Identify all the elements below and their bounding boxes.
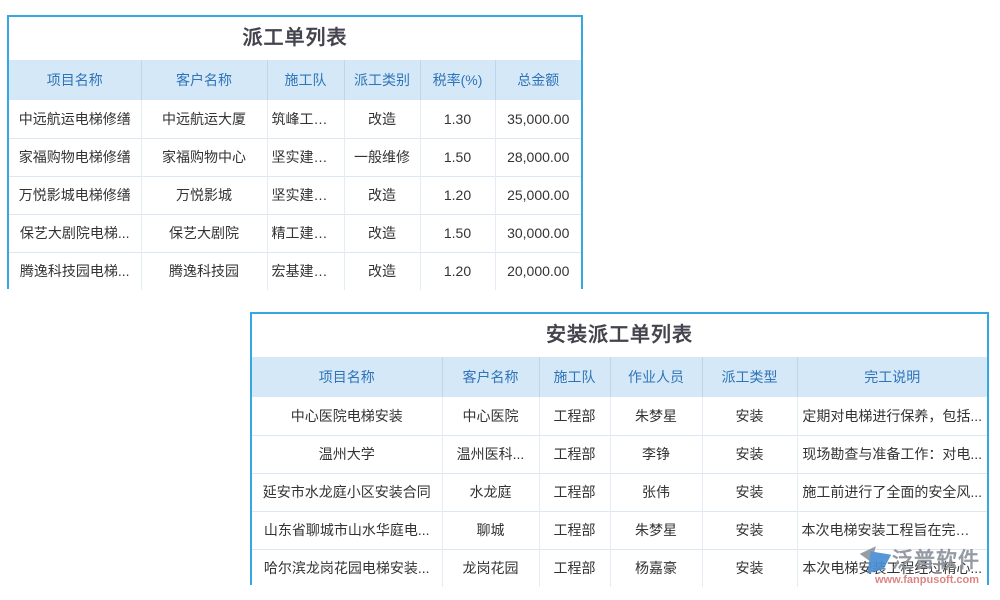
table-cell: 杨嘉豪 bbox=[609, 548, 702, 587]
column-header: 税率(%) bbox=[419, 60, 495, 100]
table-cell: 定期对电梯进行保养，包括... bbox=[796, 397, 987, 435]
table-cell: 宏基建设队 bbox=[266, 251, 344, 290]
table-row: 保艺大剧院电梯... 保艺大剧院 精工建设联 改造 1.50 30,000.00 bbox=[9, 213, 581, 252]
table-cell: 改造 bbox=[343, 251, 420, 290]
table-cell: 坚实建设班 bbox=[266, 175, 344, 214]
table-cell: 万悦影城电梯修缮 bbox=[9, 175, 141, 214]
install-dispatch-list-card: 安装派工单列表 项目名称 客户名称 施工队 作业人员 派工类型 完工说明 中心医院电梯安装… bbox=[250, 312, 989, 587]
column-header: 派工类型 bbox=[701, 357, 797, 397]
install-dispatch-list-title: 安装派工单列表 bbox=[252, 314, 987, 357]
table-cell: 保艺大剧院电梯... bbox=[9, 213, 141, 252]
table-cell: 20,000.00 bbox=[494, 251, 581, 290]
table-cell: 腾逸科技园电梯... bbox=[9, 251, 141, 290]
table-cell: 家福购物电梯修缮 bbox=[9, 137, 141, 176]
table-cell: 安装 bbox=[701, 510, 797, 549]
table-row: 哈尔滨龙岗花园电梯安装... 龙岗花园 工程部 杨嘉豪 安装 本次电梯安装工程经过精心..… bbox=[252, 548, 987, 587]
table-cell: 朱梦星 bbox=[609, 397, 702, 435]
table-row: 家福购物电梯修缮 家福购物中心 坚实建设班 一般维修 1.50 28,000.00 bbox=[9, 137, 581, 176]
table-cell: 水龙庭 bbox=[441, 472, 539, 511]
table-cell: 坚实建设班 bbox=[266, 137, 344, 176]
table-cell: 施工前进行了全面的安全风... bbox=[796, 472, 987, 511]
table-cell: 改造 bbox=[343, 100, 420, 138]
table-cell: 中远航运大厦 bbox=[140, 100, 267, 138]
table-cell: 安装 bbox=[701, 548, 797, 587]
table-cell: 1.30 bbox=[419, 100, 495, 138]
column-header: 客户名称 bbox=[441, 357, 539, 397]
table-cell: 1.50 bbox=[419, 137, 495, 176]
table-row: 中心医院电梯安装 中心医院 工程部 朱梦星 安装 定期对电梯进行保养，包括... bbox=[252, 397, 987, 435]
table-cell: 本次电梯安装工程旨在完成[... bbox=[796, 510, 987, 549]
table-cell: 30,000.00 bbox=[494, 213, 581, 252]
table-cell: 万悦影城 bbox=[140, 175, 267, 214]
table-cell: 朱梦星 bbox=[609, 510, 702, 549]
table-cell: 保艺大剧院 bbox=[140, 213, 267, 252]
column-header: 总金额 bbox=[494, 60, 581, 100]
table-cell: 改造 bbox=[343, 175, 420, 214]
table-cell: 温州医科... bbox=[441, 434, 539, 473]
table-cell: 工程部 bbox=[538, 510, 610, 549]
table-row: 腾逸科技园电梯... 腾逸科技园 宏基建设队 改造 1.20 20,000.00 bbox=[9, 251, 581, 290]
table-cell: 中远航运电梯修缮 bbox=[9, 100, 141, 138]
table-cell: 安装 bbox=[701, 472, 797, 511]
table-row: 万悦影城电梯修缮 万悦影城 坚实建设班 改造 1.20 25,000.00 bbox=[9, 175, 581, 214]
table-cell: 1.20 bbox=[419, 251, 495, 290]
table-cell: 工程部 bbox=[538, 434, 610, 473]
column-header: 派工类别 bbox=[343, 60, 420, 100]
table-row: 山东省聊城市山水华庭电... 聊城 工程部 朱梦星 安装 本次电梯安装工程旨在完成[... bbox=[252, 510, 987, 549]
table-row: 延安市水龙庭小区安装合同 水龙庭 工程部 张伟 安装 施工前进行了全面的安全风... bbox=[252, 472, 987, 511]
project-link[interactable]: 山东省聊城市山水华庭电... bbox=[252, 510, 442, 549]
column-header: 施工队 bbox=[266, 60, 344, 100]
column-header: 完工说明 bbox=[796, 357, 987, 397]
table-cell: 家福购物中心 bbox=[140, 137, 267, 176]
column-header: 客户名称 bbox=[140, 60, 267, 100]
column-header: 作业人员 bbox=[609, 357, 702, 397]
table-cell: 张伟 bbox=[609, 472, 702, 511]
table-cell: 28,000.00 bbox=[494, 137, 581, 176]
table-cell: 工程部 bbox=[538, 397, 610, 435]
table-cell: 聊城 bbox=[441, 510, 539, 549]
table-cell: 1.20 bbox=[419, 175, 495, 214]
install-dispatch-table-body: 中心医院电梯安装 中心医院 工程部 朱梦星 安装 定期对电梯进行保养，包括... 温州大学温… bbox=[252, 397, 987, 587]
column-header: 项目名称 bbox=[252, 357, 442, 397]
install-dispatch-table: 项目名称 客户名称 施工队 作业人员 派工类型 完工说明 中心医院电梯安装 中心医院 工程部朱… bbox=[252, 357, 987, 587]
table-cell: 安装 bbox=[701, 434, 797, 473]
project-link[interactable]: 中心医院电梯安装 bbox=[252, 397, 442, 435]
header-row: 项目名称 客户名称 施工队 派工类别 税率(%) 总金额 bbox=[9, 60, 581, 100]
table-cell: 现场勘查与准备工作：对电... bbox=[796, 434, 987, 473]
project-link[interactable]: 温州大学 bbox=[252, 434, 442, 473]
table-cell: 腾逸科技园 bbox=[140, 251, 267, 290]
table-cell: 李铮 bbox=[609, 434, 702, 473]
table-row: 中远航运电梯修缮 中远航运大厦 筑峰工程营 改造 1.30 35,000.00 bbox=[9, 100, 581, 138]
table-cell: 中心医院 bbox=[441, 397, 539, 435]
column-header: 项目名称 bbox=[9, 60, 141, 100]
header-row: 项目名称 客户名称 施工队 作业人员 派工类型 完工说明 bbox=[252, 357, 987, 397]
table-cell: 本次电梯安装工程经过精心... bbox=[796, 548, 987, 587]
dispatch-order-table: 项目名称 客户名称 施工队 派工类别 税率(%) 总金额 中远航运电梯修缮 中远航运大厦 筑峰… bbox=[9, 60, 581, 290]
project-link[interactable]: 延安市水龙庭小区安装合同 bbox=[252, 472, 442, 511]
table-cell: 25,000.00 bbox=[494, 175, 581, 214]
table-cell: 龙岗花园 bbox=[441, 548, 539, 587]
project-link[interactable]: 哈尔滨龙岗花园电梯安装... bbox=[252, 548, 442, 587]
table-cell: 筑峰工程营 bbox=[266, 100, 344, 138]
table-cell: 35,000.00 bbox=[494, 100, 581, 138]
table-cell: 工程部 bbox=[538, 548, 610, 587]
table-cell: 安装 bbox=[701, 397, 797, 435]
dispatch-order-list-title: 派工单列表 bbox=[9, 17, 581, 60]
table-cell: 精工建设联 bbox=[266, 213, 344, 252]
table-cell: 1.50 bbox=[419, 213, 495, 252]
table-row: 温州大学 温州医科... 工程部 李铮 安装 现场勘查与准备工作：对电... bbox=[252, 434, 987, 473]
column-header: 施工队 bbox=[538, 357, 610, 397]
dispatch-order-list-card: 派工单列表 项目名称 客户名称 施工队 派工类别 税率(%) 总金额 中远航运电梯修缮 中远… bbox=[7, 15, 583, 290]
table-cell: 工程部 bbox=[538, 472, 610, 511]
dispatch-order-table-body: 中远航运电梯修缮 中远航运大厦 筑峰工程营 改造 1.30 35,000.00 家福购物电梯… bbox=[9, 100, 581, 290]
table-cell: 一般维修 bbox=[343, 137, 420, 176]
table-cell: 改造 bbox=[343, 213, 420, 252]
dispatch-order-table-header: 项目名称 客户名称 施工队 派工类别 税率(%) 总金额 bbox=[9, 60, 581, 100]
install-dispatch-table-header: 项目名称 客户名称 施工队 作业人员 派工类型 完工说明 bbox=[252, 357, 987, 397]
